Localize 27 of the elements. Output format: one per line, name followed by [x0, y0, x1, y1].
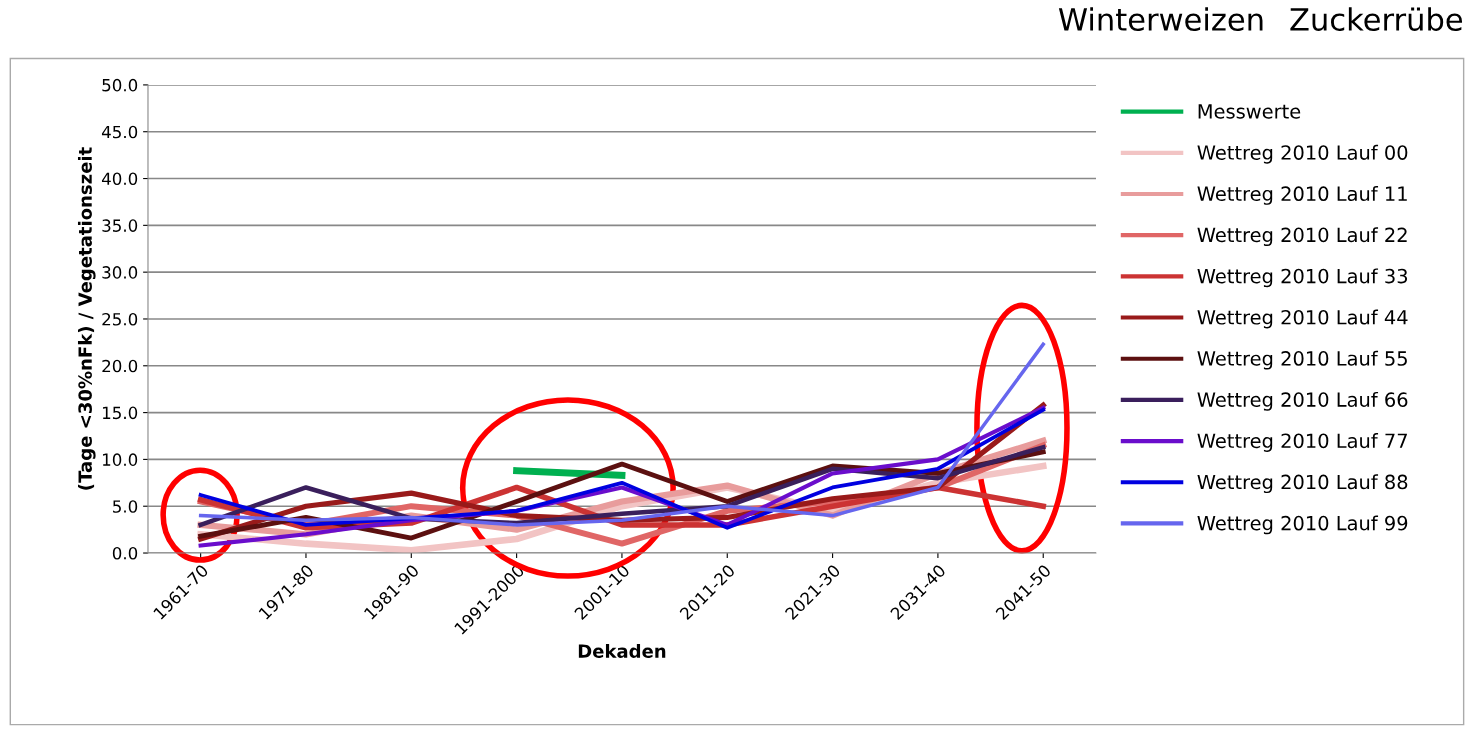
- y-tick-label: 50.0: [102, 78, 138, 92]
- legend-label: Wettreg 2010 Lauf 66: [1197, 391, 1408, 411]
- legend-label: Wettreg 2010 Lauf 11: [1197, 186, 1407, 205]
- legend-label: Wettreg 2010 Lauf 77: [1197, 433, 1407, 452]
- legend-label: Wettreg 2010 Lauf 33: [1197, 268, 1408, 288]
- legend-label: Wettreg 2010 Lauf 00: [1197, 144, 1408, 164]
- y-tick-label: 5.0: [113, 500, 138, 513]
- x-axis-title: Dekaden: [578, 643, 666, 658]
- y-axis-title: (Tage <30%nFk) / Vegetationszeit: [77, 147, 96, 490]
- y-tick-label: 30.0: [102, 266, 138, 279]
- line-series: [198, 342, 1045, 527]
- y-tick-label: 15.0: [102, 406, 138, 420]
- legend-label: Wettreg 2010 Lauf 44: [1197, 309, 1408, 329]
- y-tick-label: 10.0: [102, 453, 138, 466]
- legend-label: Wettreg 2010 Lauf 55: [1197, 350, 1407, 370]
- legend-label: Wettreg 2010 Lauf 99: [1197, 515, 1408, 535]
- legend-label: Messwerte: [1198, 104, 1301, 119]
- legend-label: Wettreg 2010 Lauf 22: [1197, 227, 1407, 247]
- y-tick-label: 40.0: [101, 172, 138, 186]
- y-tick-label: 0.0: [112, 546, 138, 560]
- text: Zuckerrübe: [1290, 7, 1463, 31]
- legend-label: Wettreg 2010 Lauf 88: [1197, 474, 1408, 494]
- y-tick-label: 25.0: [102, 312, 138, 326]
- text: Winterweizen: [1058, 7, 1263, 31]
- y-tick-label: 45.0: [101, 125, 138, 139]
- y-tick-label: 20.0: [102, 359, 138, 373]
- y-tick-label: 35.0: [102, 219, 138, 232]
